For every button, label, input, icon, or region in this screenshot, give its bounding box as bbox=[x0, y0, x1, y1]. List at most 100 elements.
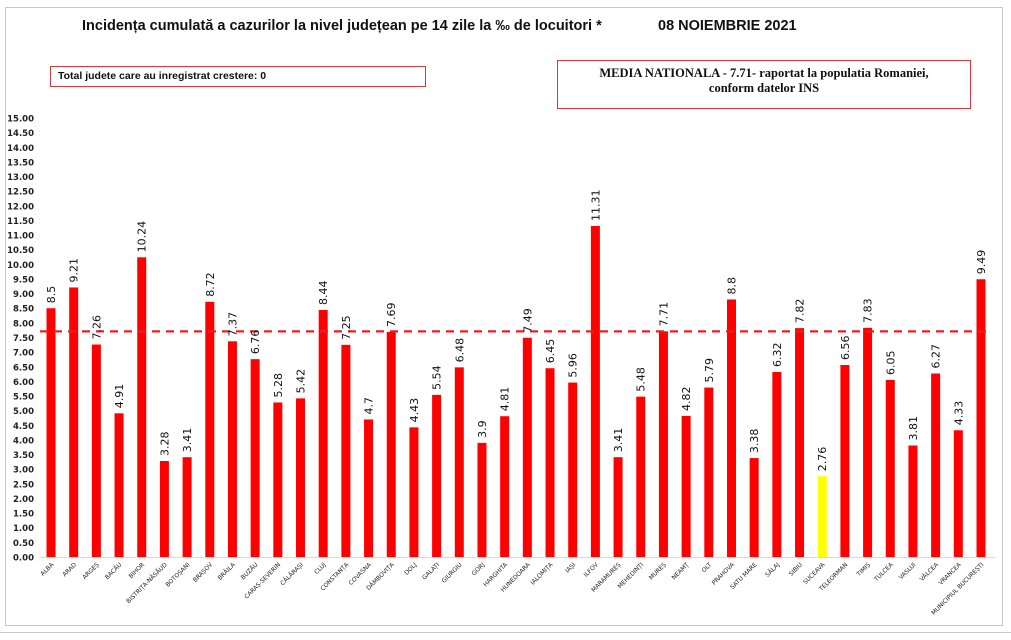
value-label: 6.05 bbox=[884, 350, 897, 375]
value-label: 8.5 bbox=[45, 286, 58, 304]
bar-vrancea bbox=[953, 430, 963, 557]
y-tick-label: 0.50 bbox=[13, 539, 34, 549]
value-label: 4.7 bbox=[363, 397, 376, 415]
x-tick-label: BISTRIȚA-NĂSĂUD bbox=[125, 561, 169, 605]
y-tick-label: 4.50 bbox=[13, 422, 34, 432]
value-label: 8.8 bbox=[725, 277, 738, 295]
increase-count-text: Total judete care au inregistrat crester… bbox=[58, 70, 267, 82]
bar-arge- bbox=[91, 344, 101, 557]
bar-olt bbox=[704, 387, 714, 557]
value-label: 5.79 bbox=[703, 358, 716, 383]
bar-buz-u bbox=[250, 359, 260, 557]
x-tick-label: ARGEȘ bbox=[81, 561, 101, 581]
y-tick-label: 4.00 bbox=[13, 436, 34, 446]
bar-covasna bbox=[364, 419, 374, 557]
chart-title: Incidența cumulată a cazurilor la nivel … bbox=[82, 18, 602, 34]
y-tick-label: 1.00 bbox=[13, 524, 34, 534]
bar-tulcea bbox=[885, 379, 895, 557]
x-tick-label: CĂLĂRAȘI bbox=[279, 561, 305, 587]
value-label: 4.81 bbox=[499, 387, 512, 412]
bar-alba bbox=[46, 308, 56, 557]
x-tick-label: TULCEA bbox=[872, 561, 895, 584]
value-label: 6.48 bbox=[453, 338, 466, 363]
value-label: 3.81 bbox=[907, 416, 920, 441]
value-label: 3.9 bbox=[476, 420, 489, 438]
value-label: 4.43 bbox=[408, 398, 421, 423]
y-tick-label: 10.00 bbox=[7, 261, 34, 271]
y-tick-label: 13.00 bbox=[7, 173, 34, 183]
bar-constan-a bbox=[341, 344, 351, 557]
value-label: 7.25 bbox=[340, 315, 353, 340]
x-tick-label: ILFOV bbox=[583, 561, 601, 579]
value-label: 9.49 bbox=[975, 250, 988, 275]
bar-bihor bbox=[137, 257, 147, 557]
value-label: 4.82 bbox=[680, 386, 693, 411]
bar-s-laj bbox=[772, 372, 782, 557]
bars bbox=[46, 225, 986, 557]
y-tick-label: 5.00 bbox=[13, 407, 34, 417]
x-tick-label: SĂLAJ bbox=[764, 561, 781, 578]
x-tick-label: ALBA bbox=[39, 561, 56, 578]
value-label: 7.69 bbox=[385, 302, 398, 327]
bar-mehedin-i bbox=[636, 396, 646, 557]
y-tick-label: 7.00 bbox=[13, 349, 34, 359]
bar-harghita bbox=[500, 416, 510, 557]
value-label: 11.31 bbox=[589, 189, 602, 221]
x-tick-label: OLT bbox=[701, 561, 714, 574]
x-tick-label: GORJ bbox=[471, 561, 487, 577]
x-tick-label: GALAȚI bbox=[421, 561, 441, 581]
bar-v-lcea bbox=[931, 373, 941, 557]
value-labels: 8.5 9.21 7.26 4.91 10.24 3.28 3.41 8.72 7.37 6.76… bbox=[45, 189, 988, 471]
value-label: 7.37 bbox=[226, 312, 239, 337]
value-label: 9.21 bbox=[68, 258, 81, 283]
x-tick-label: BIHOR bbox=[128, 561, 147, 580]
y-tick-label: 2.00 bbox=[13, 495, 34, 505]
national-average-line2: conform datelor INS bbox=[708, 81, 820, 95]
value-label: 5.28 bbox=[272, 373, 285, 398]
y-tick-label: 2.50 bbox=[13, 480, 34, 490]
bar-ia-i bbox=[568, 382, 578, 557]
x-tick-label: CLUJ bbox=[313, 561, 328, 576]
y-tick-label: 11.00 bbox=[7, 232, 34, 242]
x-axis-labels: ALBA ARAD ARGEȘ BACĂU BIHORBISTRIȚA-NĂSĂUDBO… bbox=[39, 561, 985, 617]
report-date: 08 NOIEMBRIE 2021 bbox=[658, 18, 797, 34]
x-tick-label: NEAMȚ bbox=[671, 561, 691, 581]
y-tick-label: 5.50 bbox=[13, 393, 34, 403]
value-label: 5.48 bbox=[635, 367, 648, 392]
value-label: 2.76 bbox=[816, 447, 829, 472]
value-label: 5.96 bbox=[567, 353, 580, 378]
value-label: 6.27 bbox=[930, 344, 943, 369]
x-tick-label: ARAD bbox=[61, 561, 78, 578]
bar-suceava bbox=[817, 476, 827, 557]
x-tick-label: VASLUI bbox=[898, 561, 918, 581]
value-label: 7.26 bbox=[90, 315, 103, 340]
x-tick-label: TIMIȘ bbox=[855, 561, 872, 578]
value-label: 6.76 bbox=[249, 330, 262, 355]
x-tick-label: IALOMIȚA bbox=[529, 561, 555, 587]
bar-prahova bbox=[726, 299, 736, 557]
y-tick-label: 9.00 bbox=[13, 290, 34, 300]
bar-ilfov bbox=[590, 225, 600, 557]
y-tick-label: 7.50 bbox=[13, 334, 34, 344]
x-tick-label: BRĂILA bbox=[217, 561, 238, 582]
value-label: 5.42 bbox=[295, 369, 308, 394]
y-tick-label: 12.00 bbox=[7, 202, 34, 212]
y-tick-label: 8.50 bbox=[13, 305, 34, 315]
y-tick-label: 10.50 bbox=[7, 246, 34, 256]
x-tick-label: DOLJ bbox=[403, 561, 418, 576]
value-label: 8.72 bbox=[204, 272, 217, 297]
bar-mure- bbox=[658, 331, 668, 557]
bar-ialomi-a bbox=[545, 368, 555, 557]
y-tick-label: 6.00 bbox=[13, 378, 34, 388]
bar-boto-ani bbox=[182, 457, 192, 557]
value-label: 7.49 bbox=[521, 308, 534, 333]
x-tick-label: BRAȘOV bbox=[192, 561, 215, 584]
bar-maramure- bbox=[613, 457, 623, 557]
value-label: 3.41 bbox=[612, 428, 625, 453]
bar-gala-i bbox=[432, 394, 442, 557]
value-label: 8.44 bbox=[317, 280, 330, 305]
y-tick-label: 8.00 bbox=[13, 319, 34, 329]
bar-cluj bbox=[318, 309, 328, 557]
value-label: 6.45 bbox=[544, 339, 557, 364]
